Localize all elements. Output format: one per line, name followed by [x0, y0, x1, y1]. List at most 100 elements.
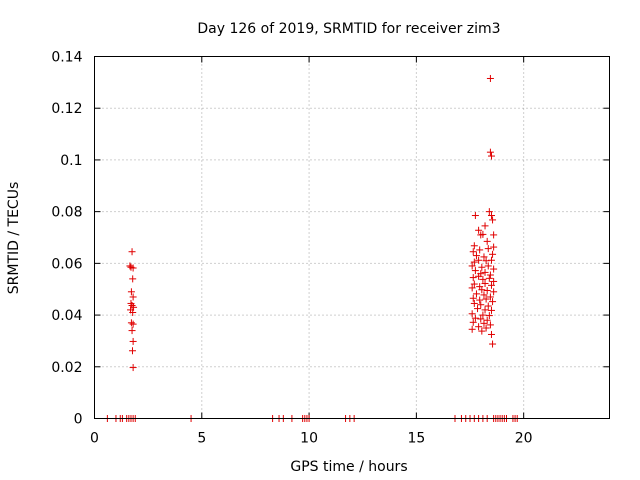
- data-point: [469, 274, 477, 282]
- data-point: [490, 265, 498, 273]
- data-point: [482, 257, 490, 265]
- data-point: [487, 330, 495, 338]
- data-point: [485, 274, 493, 282]
- data-point: [469, 318, 477, 326]
- data-point: [128, 302, 136, 310]
- data-point: [128, 347, 136, 355]
- data-point: [475, 256, 483, 264]
- data-point: [478, 286, 486, 294]
- data-point: [128, 248, 136, 256]
- data-point: [486, 148, 494, 156]
- data-point: [490, 288, 498, 296]
- data-point: [474, 305, 482, 313]
- data-point: [487, 306, 495, 314]
- x-tick-label: 20: [515, 431, 533, 447]
- data-point: [476, 296, 484, 304]
- grid: [94, 56, 610, 419]
- x-tick-label: 0: [90, 431, 99, 447]
- data-point: [129, 293, 137, 301]
- data-point: [490, 243, 498, 251]
- x-tick-label: 5: [197, 431, 206, 447]
- chart-title: Day 126 of 2019, SRMTID for receiver zim…: [197, 21, 500, 37]
- data-point: [468, 262, 476, 270]
- data-point: [471, 314, 479, 322]
- data-point: [487, 152, 495, 160]
- data-point: [469, 294, 477, 302]
- y-tick-label: 0.06: [51, 256, 82, 272]
- data-point: [487, 212, 495, 220]
- y-tick-label: 0.08: [51, 205, 82, 221]
- data-point: [468, 310, 476, 318]
- y-axis-label: SRMTID / TECUs: [6, 182, 22, 295]
- data-point: [471, 267, 479, 275]
- data-point: [484, 302, 492, 310]
- data-point: [481, 222, 489, 230]
- data-point: [129, 337, 137, 345]
- data-point: [477, 301, 485, 309]
- data-point: [481, 280, 489, 288]
- y-tick-label: 0.02: [51, 360, 82, 376]
- data-point: [470, 258, 478, 266]
- data-point: [128, 327, 136, 335]
- data-point: [486, 74, 494, 82]
- data-point: [468, 284, 476, 292]
- data-point: [475, 272, 483, 280]
- data-point: [480, 291, 488, 299]
- x-axis-label: GPS time / hours: [290, 459, 407, 475]
- data-point: [470, 299, 478, 307]
- data-point: [470, 280, 478, 288]
- axis-ticks: 0 5 10 15 20 0 0.02 0.04 0.06 0.08 0.1 0.12 0.14: [51, 50, 610, 447]
- y-tick-label: 0.14: [51, 50, 82, 66]
- data-point: [489, 298, 497, 306]
- data-point: [479, 311, 487, 319]
- data-point: [478, 263, 486, 271]
- y-tick-label: 0.12: [51, 101, 82, 117]
- data-point: [482, 295, 490, 303]
- data-point: [483, 316, 491, 324]
- data-point: [484, 245, 492, 253]
- x-tick-label: 15: [407, 431, 425, 447]
- data-point: [127, 319, 135, 327]
- data-point: [486, 271, 494, 279]
- data-point: [468, 325, 476, 333]
- data-point: [475, 226, 483, 234]
- data-point: [486, 293, 494, 301]
- data-point: [476, 246, 484, 254]
- data-point: [129, 308, 137, 316]
- data-point: [483, 287, 491, 295]
- data-point: [490, 231, 498, 239]
- data-point: [471, 212, 479, 220]
- data-points: [103, 74, 521, 422]
- data-point: [489, 250, 497, 258]
- data-point: [485, 312, 493, 320]
- data-point: [490, 277, 498, 285]
- data-point: [481, 306, 489, 314]
- x-tick-label: 10: [300, 431, 318, 447]
- data-point: [470, 242, 478, 250]
- data-point: [127, 288, 135, 296]
- plot-frame: [94, 56, 610, 419]
- data-point: [472, 252, 480, 260]
- data-point: [477, 315, 485, 323]
- data-point: [487, 256, 495, 264]
- data-point: [129, 264, 137, 272]
- data-point: [484, 262, 492, 270]
- data-point: [469, 248, 477, 256]
- data-point: [479, 275, 487, 283]
- data-point: [475, 323, 483, 331]
- y-tick-label: 0.04: [51, 308, 82, 324]
- data-point: [486, 321, 494, 329]
- data-point: [487, 281, 495, 289]
- data-point: [489, 216, 497, 224]
- data-point: [129, 320, 137, 328]
- data-point: [481, 268, 489, 276]
- data-point: [483, 237, 491, 245]
- data-point: [485, 208, 493, 216]
- y-tick-label: 0.1: [60, 153, 82, 169]
- data-point: [129, 364, 137, 372]
- data-point: [479, 230, 487, 238]
- data-point: [480, 319, 488, 327]
- data-point: [489, 340, 497, 348]
- data-point: [478, 327, 486, 335]
